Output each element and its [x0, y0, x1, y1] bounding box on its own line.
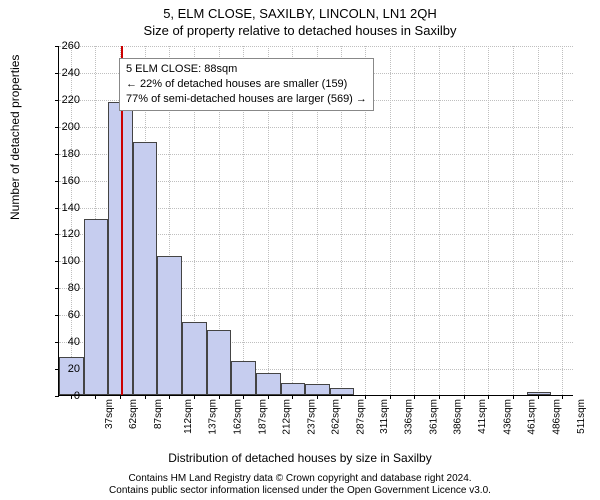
- gridline-v: [488, 46, 489, 395]
- ytick-label: 40: [52, 336, 80, 348]
- ytick-label: 220: [52, 94, 80, 106]
- xtick-mark: [145, 395, 146, 399]
- histogram-bar: [157, 256, 182, 395]
- xtick-label: 262sqm: [331, 399, 342, 435]
- xtick-mark: [488, 395, 489, 399]
- xtick-mark: [464, 395, 465, 399]
- histogram-bar: [281, 383, 306, 395]
- chart-container: { "title_line1": "5, ELM CLOSE, SAXILBY,…: [0, 0, 600, 500]
- gridline-v: [414, 46, 415, 395]
- ytick-label: 260: [52, 40, 80, 52]
- xtick-label: 461sqm: [527, 399, 538, 435]
- gridline-v: [464, 46, 465, 395]
- xtick-label: 187sqm: [257, 399, 268, 435]
- xtick-mark: [414, 395, 415, 399]
- xtick-label: 87sqm: [153, 399, 164, 429]
- ytick-label: 140: [52, 202, 80, 214]
- xtick-mark: [390, 395, 391, 399]
- histogram-bar: [182, 322, 207, 395]
- xtick-mark: [538, 395, 539, 399]
- histogram-bar: [84, 219, 109, 395]
- xtick-label: 336sqm: [404, 399, 415, 435]
- title-subtitle: Size of property relative to detached ho…: [0, 21, 600, 38]
- plot-area: 5 ELM CLOSE: 88sqm← 22% of detached hous…: [58, 46, 573, 396]
- gridline-v: [390, 46, 391, 395]
- xtick-label: 37sqm: [104, 399, 115, 429]
- xtick-mark: [194, 395, 195, 399]
- x-axis-label: Distribution of detached houses by size …: [0, 451, 600, 465]
- xtick-label: 137sqm: [208, 399, 219, 435]
- copyright-line-1: Contains HM Land Registry data © Crown c…: [0, 473, 600, 485]
- gridline-v: [513, 46, 514, 395]
- xtick-mark: [120, 395, 121, 399]
- xtick-label: 511sqm: [575, 399, 586, 434]
- gridline-v: [538, 46, 539, 395]
- xtick-label: 287sqm: [356, 399, 367, 435]
- y-axis-label: Number of detached properties: [8, 55, 22, 220]
- xtick-label: 486sqm: [552, 399, 563, 435]
- ytick-label: 180: [52, 148, 80, 160]
- histogram-bar: [207, 330, 232, 395]
- ytick-label: 20: [52, 363, 80, 375]
- ytick-label: 240: [52, 67, 80, 79]
- annotation-line-2: ← 22% of detached houses are smaller (15…: [126, 77, 367, 92]
- gridline-v: [439, 46, 440, 395]
- gridline-v: [562, 46, 563, 395]
- xtick-mark: [169, 395, 170, 399]
- annotation-line-3: 77% of semi-detached houses are larger (…: [126, 92, 367, 107]
- xtick-label: 436sqm: [502, 399, 513, 435]
- xtick-label: 237sqm: [306, 399, 317, 435]
- histogram-bar: [527, 392, 552, 395]
- xtick-mark: [95, 395, 96, 399]
- histogram-bar: [330, 388, 355, 395]
- ytick-label: 0: [52, 390, 80, 402]
- footer: Contains HM Land Registry data © Crown c…: [0, 473, 600, 497]
- ytick-label: 100: [52, 255, 80, 267]
- xtick-label: 162sqm: [232, 399, 243, 435]
- annotation-box: 5 ELM CLOSE: 88sqm← 22% of detached hous…: [119, 58, 374, 111]
- xtick-mark: [219, 395, 220, 399]
- xtick-label: 212sqm: [282, 399, 293, 435]
- ytick-label: 160: [52, 175, 80, 187]
- xtick-label: 386sqm: [453, 399, 464, 435]
- histogram-bar: [231, 361, 256, 395]
- title-address: 5, ELM CLOSE, SAXILBY, LINCOLN, LN1 2QH: [0, 0, 600, 21]
- histogram-bar: [133, 142, 158, 395]
- histogram-bar: [256, 373, 281, 395]
- xtick-label: 62sqm: [128, 399, 139, 429]
- ytick-label: 200: [52, 121, 80, 133]
- xtick-label: 361sqm: [428, 399, 439, 435]
- xtick-label: 112sqm: [183, 399, 194, 434]
- histogram-bar: [305, 384, 330, 395]
- ytick-label: 120: [52, 228, 80, 240]
- xtick-label: 311sqm: [378, 399, 389, 434]
- ytick-label: 60: [52, 309, 80, 321]
- xtick-label: 411sqm: [477, 399, 488, 434]
- copyright-line-2: Contains public sector information licen…: [0, 485, 600, 497]
- ytick-label: 80: [52, 282, 80, 294]
- annotation-line-1: 5 ELM CLOSE: 88sqm: [126, 62, 367, 77]
